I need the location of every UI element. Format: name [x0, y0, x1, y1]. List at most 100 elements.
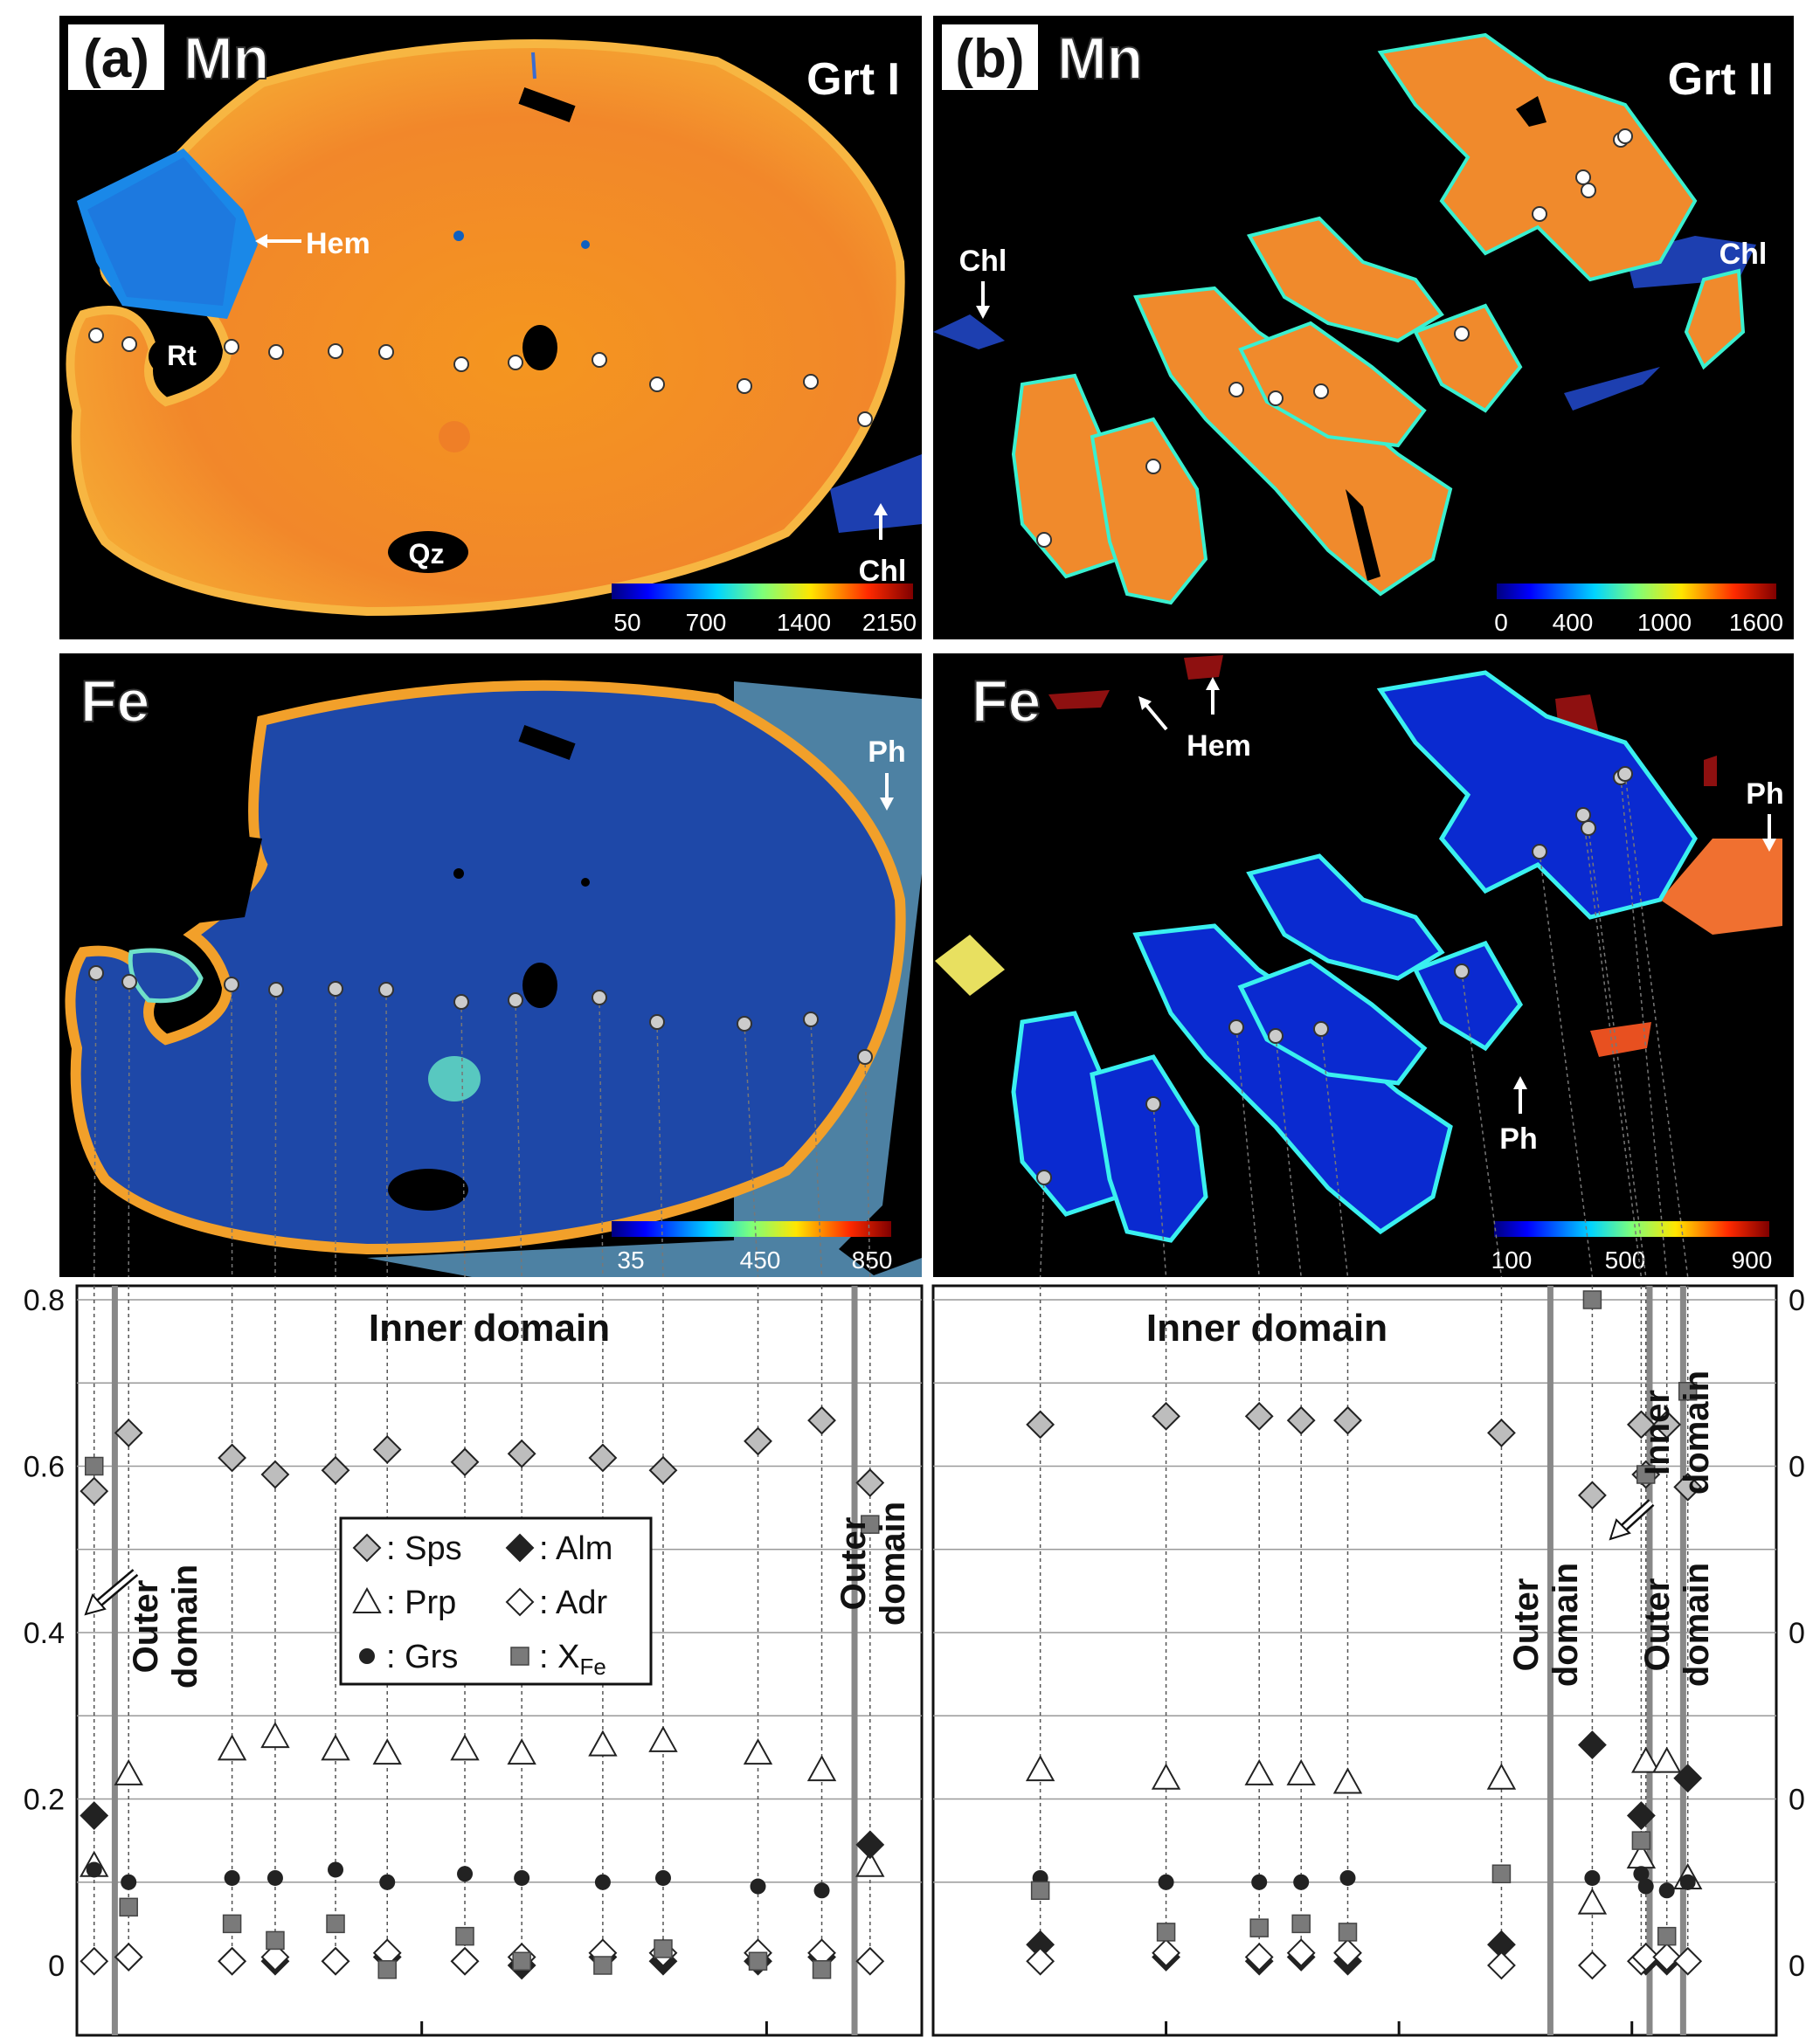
sample-point — [224, 977, 239, 992]
label-qz: Qz — [409, 538, 445, 570]
marker-xfe — [326, 1914, 345, 1934]
marker-prp — [855, 1850, 885, 1877]
marker-grs — [1251, 1874, 1268, 1890]
sample-point — [453, 994, 469, 1010]
sample-point — [1575, 169, 1591, 185]
marker-grs — [379, 1874, 396, 1890]
marker-prp — [1025, 1755, 1055, 1782]
marker-adr — [321, 1946, 350, 1976]
marker-adr — [80, 1946, 109, 1976]
panel-grt2-mn: (b) Mn Grt II Chl Chl 0 400 1000 1600 — [933, 16, 1794, 639]
marker-prp — [1244, 1758, 1274, 1785]
ph-arrow-left — [880, 773, 894, 811]
map-guide — [1152, 1103, 1167, 1278]
marker-xfe — [1291, 1914, 1311, 1934]
marker-adr — [1244, 1943, 1274, 1971]
marker-sps — [855, 1468, 885, 1497]
map-guide — [274, 989, 277, 1278]
marker-grs — [457, 1866, 474, 1882]
annotation-inner-domain-b: Inner — [1638, 1390, 1677, 1475]
legend-marker — [505, 1587, 535, 1617]
marker-sps — [1152, 1401, 1180, 1431]
colorbar-c-tick: 850 — [852, 1246, 893, 1274]
marker-prp — [1652, 1746, 1682, 1773]
chl-arrow-b — [976, 281, 990, 319]
marker-prp — [260, 1722, 290, 1749]
marker-grs — [224, 1869, 240, 1886]
marker-xfe — [593, 1956, 612, 1975]
legend-label: : Alm — [539, 1530, 612, 1567]
legend-label: : XFe — [539, 1639, 606, 1680]
marker-adr — [1333, 1938, 1362, 1968]
marker-adr — [1487, 1951, 1516, 1980]
panel-b-grain: Grt II — [1668, 54, 1774, 105]
marker-alm — [80, 1801, 109, 1830]
legend-marker — [505, 1533, 535, 1563]
colorbar-c-tick: 450 — [740, 1246, 781, 1274]
marker-xfe — [1582, 1290, 1602, 1309]
colorbar-d — [1494, 1221, 1769, 1237]
sample-point — [1575, 807, 1591, 823]
marker-grs — [1658, 1882, 1675, 1899]
marker-xfe — [1636, 1465, 1656, 1484]
marker-sps — [1333, 1405, 1362, 1435]
marker-prp — [648, 1725, 678, 1752]
sample-point — [649, 1014, 665, 1030]
marker-xfe — [1631, 1831, 1651, 1850]
map-guide — [515, 999, 522, 1278]
marker-grs — [750, 1878, 766, 1895]
sample-point — [1532, 844, 1547, 860]
sample-point — [649, 376, 665, 392]
sample-point — [378, 344, 394, 360]
marker-adr — [1026, 1946, 1055, 1976]
marker-grs — [813, 1882, 830, 1899]
sample-point — [1036, 532, 1052, 548]
marker-sps — [1626, 1410, 1656, 1440]
marker-grs — [1339, 1869, 1356, 1886]
marker-grs — [594, 1874, 611, 1890]
marker-xfe — [455, 1926, 474, 1946]
marker-grs — [1633, 1866, 1650, 1882]
marker-sps — [1652, 1410, 1682, 1440]
marker-alm — [855, 1830, 885, 1860]
marker-sps — [744, 1426, 772, 1456]
garnet-grain-1-fe — [65, 680, 906, 1255]
sample-point — [378, 982, 394, 998]
map-guide — [1588, 827, 1647, 1278]
label-chl-b-left: Chl — [959, 245, 1007, 278]
map-guide — [385, 989, 388, 1278]
label-rt: Rt — [167, 340, 197, 371]
marker-sps — [807, 1405, 836, 1435]
marker-xfe — [1491, 1864, 1512, 1883]
annotation-outer-domain: Outer — [834, 1517, 873, 1611]
profile-guides — [88, 128, 1689, 1278]
y-tick-label: 0 — [1789, 1950, 1805, 1983]
marker-grs — [328, 1861, 344, 1878]
marker-prp — [1486, 1763, 1517, 1790]
panel-fe-right-element: Fe — [972, 668, 1041, 735]
sample-point — [328, 981, 343, 997]
panel-b-element: Mn — [1057, 25, 1143, 92]
legend-label: : Sps — [386, 1530, 462, 1567]
marker-prp — [1151, 1763, 1181, 1790]
panel-fe-left-element: Fe — [80, 668, 149, 735]
map-guide — [599, 997, 604, 1278]
marker-sps — [588, 1443, 618, 1473]
marker-alm — [1626, 1801, 1656, 1830]
panel-a-letter: (a) — [83, 29, 149, 89]
sample-point — [508, 355, 523, 370]
marker-prp — [588, 1730, 618, 1757]
y-tick-label: 0.8 — [24, 1284, 65, 1317]
legend-label: : Adr — [539, 1585, 607, 1621]
sample-point — [1268, 1028, 1284, 1044]
legend-marker — [352, 1533, 382, 1563]
sample-point — [1145, 1096, 1161, 1112]
colorbar-b-tick: 400 — [1553, 609, 1594, 636]
chl-arrow — [874, 503, 888, 540]
marker-alm — [1673, 1764, 1703, 1793]
marker-sps — [507, 1439, 536, 1468]
colorbar-b-tick: 1600 — [1729, 609, 1783, 636]
sample-point — [857, 1049, 873, 1065]
annotation-outer-domain-b: Outer — [1638, 1578, 1677, 1672]
map-guide — [1039, 1177, 1045, 1278]
